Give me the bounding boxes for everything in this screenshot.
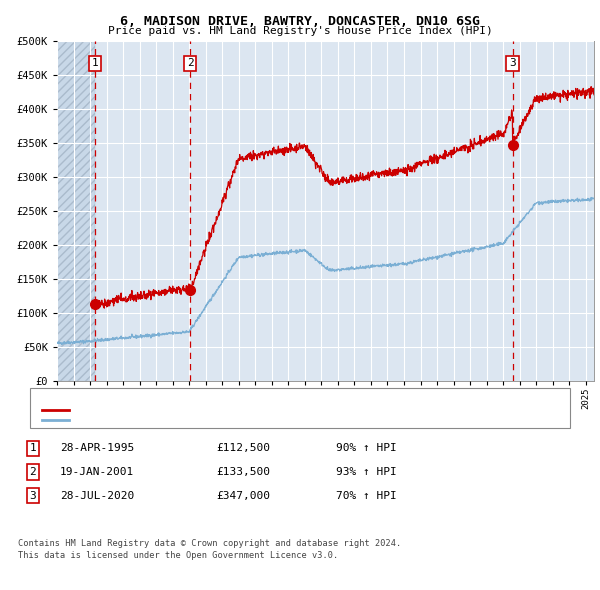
Text: £112,500: £112,500 xyxy=(216,444,270,453)
Text: 90% ↑ HPI: 90% ↑ HPI xyxy=(336,444,397,453)
Text: 28-JUL-2020: 28-JUL-2020 xyxy=(60,491,134,500)
Text: 6, MADISON DRIVE, BAWTRY, DONCASTER, DN10 6SG (detached house): 6, MADISON DRIVE, BAWTRY, DONCASTER, DN1… xyxy=(72,405,436,415)
Text: 2: 2 xyxy=(187,58,193,68)
Text: 1: 1 xyxy=(92,58,99,68)
Bar xyxy=(57,41,95,381)
Text: 3: 3 xyxy=(509,58,516,68)
Text: This data is licensed under the Open Government Licence v3.0.: This data is licensed under the Open Gov… xyxy=(18,552,338,560)
Text: 1: 1 xyxy=(29,444,37,453)
Text: £347,000: £347,000 xyxy=(216,491,270,500)
Text: 70% ↑ HPI: 70% ↑ HPI xyxy=(336,491,397,500)
Text: Price paid vs. HM Land Registry's House Price Index (HPI): Price paid vs. HM Land Registry's House … xyxy=(107,26,493,36)
Bar xyxy=(57,41,95,381)
Text: Contains HM Land Registry data © Crown copyright and database right 2024.: Contains HM Land Registry data © Crown c… xyxy=(18,539,401,548)
Text: 93% ↑ HPI: 93% ↑ HPI xyxy=(336,467,397,477)
Text: 3: 3 xyxy=(29,491,37,500)
Text: 2: 2 xyxy=(29,467,37,477)
Text: 19-JAN-2001: 19-JAN-2001 xyxy=(60,467,134,477)
Text: 6, MADISON DRIVE, BAWTRY, DONCASTER, DN10 6SG: 6, MADISON DRIVE, BAWTRY, DONCASTER, DN1… xyxy=(120,15,480,28)
Text: HPI: Average price, detached house, Doncaster: HPI: Average price, detached house, Donc… xyxy=(72,415,337,425)
Text: £133,500: £133,500 xyxy=(216,467,270,477)
Text: 28-APR-1995: 28-APR-1995 xyxy=(60,444,134,453)
